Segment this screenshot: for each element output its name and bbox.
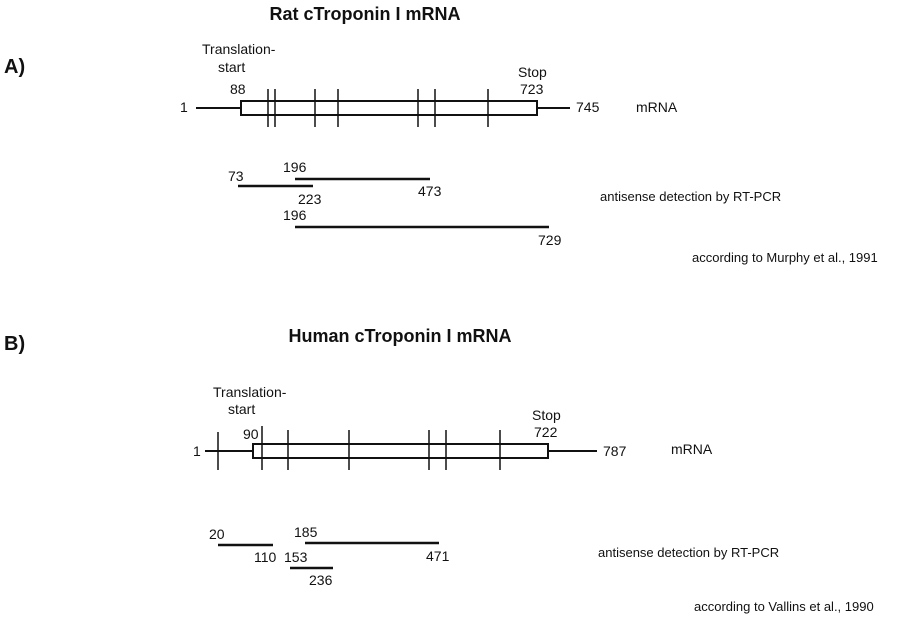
panel-a-mrna-start: 1 — [180, 99, 188, 115]
panel-b-citation: according to Vallins et al., 1990 — [694, 599, 874, 614]
panel-a-start-position: 88 — [230, 81, 246, 97]
panel-b-fragment-3-from: 153 — [284, 549, 308, 565]
panel-b-fragment-2-from: 185 — [294, 524, 318, 540]
panel-a-mrna-label: mRNA — [636, 99, 678, 115]
panel-a-stop-position: 723 — [520, 81, 544, 97]
panel-a-stop-label: Stop — [518, 64, 547, 80]
panel-b-coding-box — [252, 443, 549, 459]
panel-b-translation-label-1: Translation- — [213, 384, 287, 400]
panel-b-mrna-label: mRNA — [671, 441, 713, 457]
panel-a-coding-box — [240, 100, 538, 116]
panel-a-fragment-2-from: 196 — [283, 159, 307, 175]
panel-b-stop-label: Stop — [532, 407, 561, 423]
panel-a-fragment-2-to: 473 — [418, 183, 442, 199]
panel-a-mrna-end: 745 — [576, 99, 600, 115]
panel-b-fragment-1-from: 20 — [209, 526, 225, 542]
panel-a: A) Rat cTroponin I mRNA Translation- sta… — [4, 4, 878, 265]
panel-b: B) Human cTroponin I mRNA Translation- s… — [4, 326, 874, 614]
panel-b-letter: B) — [4, 333, 25, 355]
panel-a-method: antisense detection by RT-PCR — [600, 189, 781, 204]
panel-a-letter: A) — [4, 56, 25, 78]
panel-b-translation-label-2: start — [228, 401, 255, 417]
panel-b-stop-position: 722 — [534, 424, 558, 440]
panel-b-fragment-1-to: 110 — [254, 549, 277, 565]
panel-b-method: antisense detection by RT-PCR — [598, 545, 779, 560]
panel-b-mrna-end: 787 — [603, 443, 627, 459]
panel-a-title: Rat cTroponin I mRNA — [269, 4, 460, 24]
panel-b-fragment-2-to: 471 — [426, 548, 450, 564]
panel-a-translation-label-2: start — [218, 59, 245, 75]
panel-b-start-position: 90 — [243, 426, 259, 442]
panel-a-fragment-1-to: 223 — [298, 191, 322, 207]
panel-a-fragment-3-to: 729 — [538, 232, 562, 248]
panel-b-title: Human cTroponin I mRNA — [288, 326, 511, 346]
panel-a-translation-label-1: Translation- — [202, 41, 276, 57]
panel-b-mrna-start: 1 — [193, 443, 201, 459]
panel-b-fragment-3-to: 236 — [309, 572, 333, 588]
panel-a-fragment-1-from: 73 — [228, 168, 244, 184]
panel-a-citation: according to Murphy et al., 1991 — [692, 250, 878, 265]
panel-a-fragment-3-from: 196 — [283, 207, 307, 223]
